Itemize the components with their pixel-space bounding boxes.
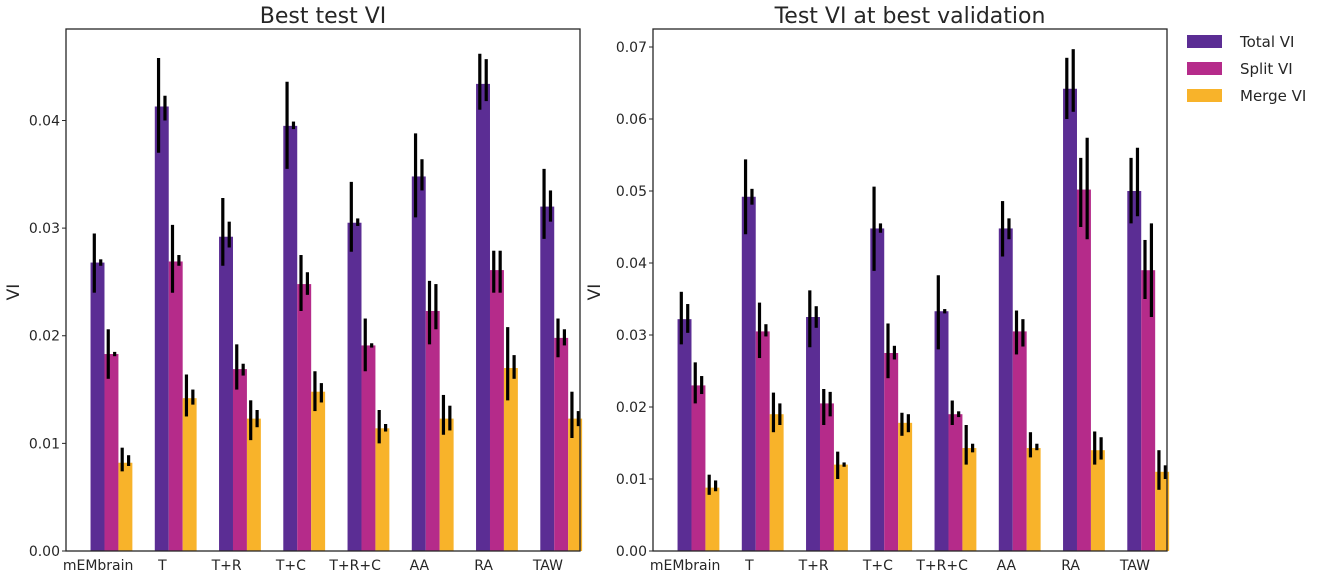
bar-merge-vi-taw: [568, 418, 583, 551]
bar-total-vi-t-r-c: [347, 222, 362, 551]
x-tick-label-taw: TAW: [1119, 558, 1150, 572]
plot-frame: [652, 28, 1168, 552]
bar-split-vi-t-c: [884, 353, 899, 551]
chart-title: Test VI at best validation: [774, 4, 1046, 29]
bar-split-vi-t-r-c: [361, 345, 376, 551]
bar-merge-vi-t: [769, 414, 784, 551]
y-tick-label: 0.01: [616, 472, 647, 488]
y-tick-label: 0.07: [616, 40, 647, 56]
bar-merge-vi-ra: [1090, 450, 1105, 551]
plot-frame: [65, 28, 581, 552]
x-tick-label-taw: TAW: [532, 558, 563, 572]
bar-split-vi-t-r-c: [948, 414, 963, 551]
chart-title: Best test VI: [260, 4, 387, 29]
bar-merge-vi-t-c: [311, 391, 326, 551]
x-tick-label-membrain: mEMbrain: [63, 558, 134, 572]
bar-split-vi-membrain: [691, 385, 706, 551]
y-tick-label: 0.06: [616, 112, 647, 128]
x-tick-label-t-r-c: T+R+C: [915, 558, 968, 572]
y-tick-label: 0.03: [29, 221, 60, 237]
plot-area: 0.00 0.01 0.02 0.03 0.04 0.05 0.06 0.07 mEMbrain…: [616, 40, 1170, 572]
y-tick-label: 0.04: [29, 113, 60, 129]
bar-merge-vi-t-r: [246, 418, 261, 551]
bar-total-vi-t: [741, 196, 756, 551]
bar-split-vi-taw: [1141, 270, 1156, 551]
x-tick-label-ra: RA: [474, 558, 493, 572]
bar-total-vi-ra: [1063, 88, 1077, 551]
bar-merge-vi-t-r-c: [962, 448, 977, 551]
legend-label-total-vi: Total VI: [1239, 33, 1295, 51]
bar-merge-vi-t-r-c: [375, 428, 390, 551]
legend-swatch-merge-vi: [1187, 89, 1222, 102]
bar-split-vi-ra: [489, 270, 504, 551]
bar-split-vi-t: [755, 331, 770, 551]
x-tick-label-t-c: T+C: [275, 558, 306, 572]
bar-split-vi-taw: [554, 337, 569, 551]
x-tick-label-aa: AA: [997, 558, 1017, 572]
y-axis-label: VI: [585, 284, 605, 301]
bar-total-vi-aa: [998, 228, 1013, 551]
bar-total-vi-taw: [1127, 191, 1142, 551]
y-tick-label: 0.02: [616, 400, 647, 416]
y-tick-label: 0.02: [29, 329, 60, 345]
y-tick-label: 0.04: [616, 256, 647, 272]
y-tick-label: 0.00: [29, 544, 60, 560]
legend-swatch-total-vi: [1187, 35, 1222, 48]
bar-split-vi-t-r: [232, 369, 247, 551]
x-tick-label-t: T: [157, 558, 167, 572]
bar-merge-vi-t-r: [833, 464, 848, 551]
y-tick-label: 0.01: [29, 436, 60, 452]
x-tick-label-t-c: T+C: [862, 558, 893, 572]
chart-test-vi-at-best-validation: Test VI at best validation VI 0.000.010.…: [585, 4, 1170, 572]
y-tick-label: 0.05: [616, 184, 647, 200]
bar-total-vi-membrain: [677, 319, 692, 551]
bar-merge-vi-aa: [439, 418, 454, 551]
y-tick-label: 0.00: [616, 544, 647, 560]
legend-swatch-split-vi: [1187, 62, 1222, 75]
bar-split-vi-t-c: [297, 284, 312, 551]
bar-split-vi-t-r: [819, 403, 834, 551]
legend-label-merge-vi: Merge VI: [1240, 87, 1306, 105]
bar-total-vi-t-r: [219, 236, 233, 552]
x-tick-label-aa: AA: [410, 558, 430, 572]
bar-total-vi-membrain: [90, 262, 105, 551]
y-tick-label: 0.03: [616, 328, 647, 344]
bar-total-vi-t: [154, 106, 169, 551]
x-tick-label-t: T: [744, 558, 754, 572]
bar-total-vi-t-r-c: [934, 311, 949, 551]
bar-split-vi-ra: [1076, 189, 1091, 551]
bar-total-vi-t-c: [870, 228, 885, 551]
bar-split-vi-membrain: [104, 354, 119, 551]
bar-split-vi-aa: [425, 310, 440, 551]
legend-label-split-vi: Split VI: [1240, 60, 1293, 78]
bar-merge-vi-t: [182, 398, 197, 551]
bar-split-vi-t: [168, 261, 183, 551]
x-tick-label-t-r-c: T+R+C: [328, 558, 381, 572]
x-tick-label-t-r: T+R: [798, 558, 829, 572]
bar-merge-vi-membrain: [705, 487, 720, 551]
bar-total-vi-ra: [476, 83, 490, 552]
bar-total-vi-aa: [411, 176, 426, 552]
x-tick-label-ra: RA: [1061, 558, 1080, 572]
bar-merge-vi-t-c: [898, 422, 913, 551]
bar-total-vi-taw: [540, 206, 555, 551]
bar-merge-vi-aa: [1026, 448, 1041, 551]
bar-merge-vi-membrain: [118, 462, 133, 551]
x-tick-label-t-r: T+R: [211, 558, 242, 572]
bar-total-vi-t-r: [806, 317, 820, 551]
x-tick-label-membrain: mEMbrain: [650, 558, 721, 572]
bar-split-vi-aa: [1012, 331, 1027, 551]
bar-total-vi-t-c: [283, 125, 298, 552]
chart-best-test-vi: Best test VI VI 0.00 0.01 0.02 0.03 0.04 mEMb…: [4, 4, 583, 572]
y-axis-label: VI: [4, 284, 24, 301]
bar-merge-vi-ra: [503, 368, 518, 551]
bar-merge-vi-taw: [1155, 471, 1170, 551]
legend: Total VI Split VI Merge VI: [1187, 33, 1306, 105]
plot-area: 0.00 0.01 0.02 0.03 0.04 mEMbrain T T+R T+C T+R+C…: [29, 53, 583, 572]
